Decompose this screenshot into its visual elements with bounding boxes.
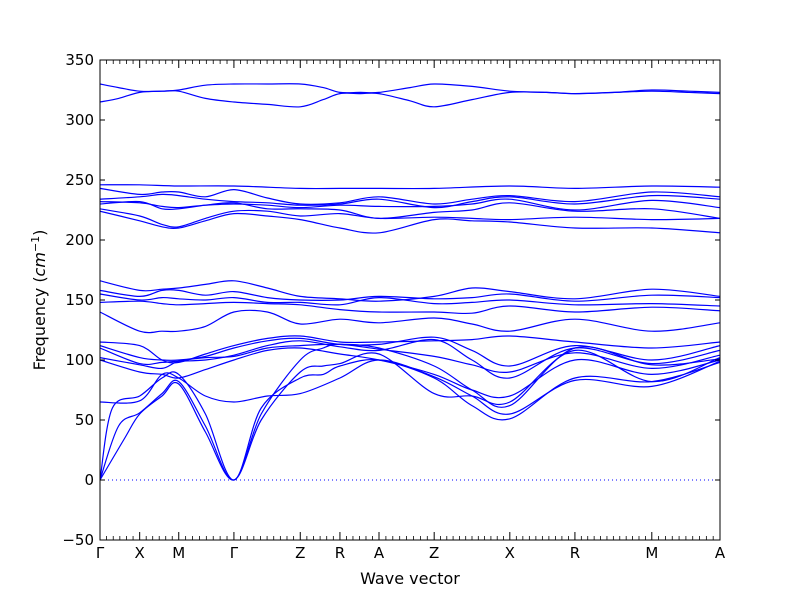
y-tick-label: 100 (65, 351, 94, 369)
branch-line-12 (100, 293, 720, 307)
y-tick-label: 0 (84, 471, 94, 489)
branch-line-2 (100, 90, 720, 108)
y-axis-title: Frequency (cm−1) (29, 230, 49, 371)
axis-ticks: −50 0 50 100 150 200 250 300 350 Γ X M Γ Z R A Z X R M A (62, 51, 726, 562)
branch-line-16 (100, 336, 720, 367)
y-tick-label: 50 (75, 411, 94, 429)
y-tick-label: 350 (65, 51, 94, 69)
x-tick-label: R (570, 544, 580, 562)
y-tick-label: −50 (62, 531, 94, 549)
branch-line-7 (100, 200, 720, 220)
plot-frame (99, 59, 721, 541)
branch-line-13 (100, 300, 720, 315)
branch-line-11 (100, 289, 720, 302)
y-tick-label: 150 (65, 291, 94, 309)
branch-line-18 (100, 343, 720, 373)
x-tick-label: A (715, 544, 726, 562)
branch-line-10 (100, 280, 720, 302)
y-axis-title-text: Frequency (30, 288, 49, 371)
x-tick-label: M (645, 544, 658, 562)
branch-line-21 (100, 358, 720, 481)
y-tick-label: 200 (65, 231, 94, 249)
branch-line-19 (100, 347, 720, 399)
branch-line-23 (100, 349, 720, 481)
branch-line-20 (100, 359, 720, 415)
y-axis-unit-open-paren: ( (30, 276, 49, 287)
x-tick-label: R (335, 544, 345, 562)
y-axis-unit-exponent: −1 (29, 236, 42, 252)
y-axis-unit: cm (30, 252, 49, 276)
branch-line-15 (100, 335, 720, 364)
x-tick-label: X (505, 544, 515, 562)
x-axis-title: Wave vector (360, 569, 460, 588)
branch-line-9 (100, 210, 720, 234)
branch-line-8 (100, 208, 720, 228)
x-tick-label: M (172, 544, 185, 562)
x-tick-label: A (374, 544, 385, 562)
y-tick-label: 300 (65, 111, 94, 129)
y-tick-label: 250 (65, 171, 94, 189)
dispersion-branches (100, 83, 720, 481)
x-tick-label: X (135, 544, 145, 562)
branch-line-22 (100, 343, 720, 481)
x-tick-label: Γ (230, 544, 239, 562)
x-tick-label: Γ (96, 544, 105, 562)
y-axis-unit-close-paren: ) (30, 230, 49, 236)
branch-line-6 (100, 198, 720, 211)
branch-line-4 (100, 187, 720, 205)
branch-line-3 (100, 184, 720, 190)
x-tick-label: Z (295, 544, 305, 562)
x-tick-label: Z (429, 544, 439, 562)
branch-line-5 (100, 193, 720, 209)
branch-line-14 (100, 309, 720, 334)
